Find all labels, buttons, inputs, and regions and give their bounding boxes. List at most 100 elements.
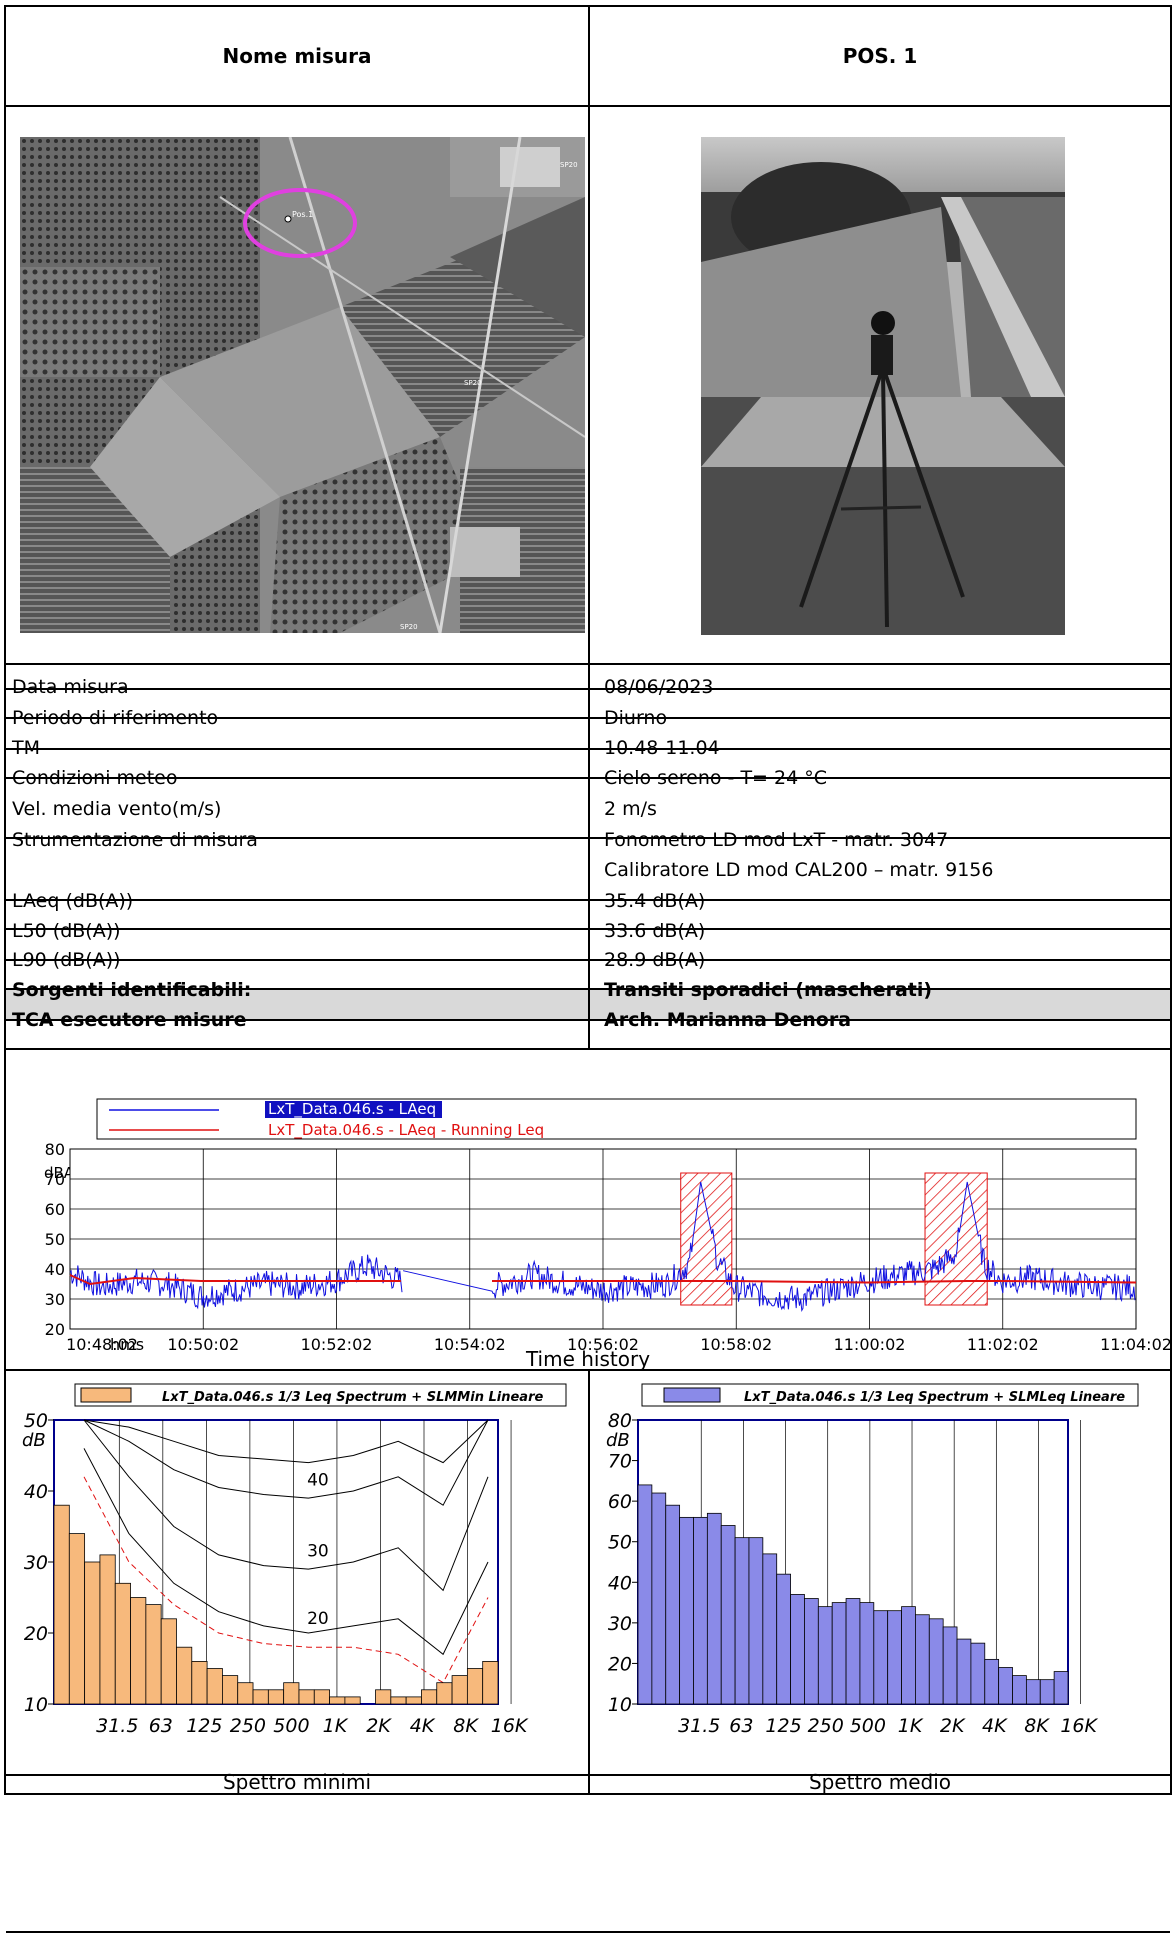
rule bbox=[6, 1048, 1170, 1050]
x-tick-label: 500 bbox=[850, 1715, 886, 1737]
y-tick-label: 50 bbox=[45, 1230, 65, 1249]
running-leq-line bbox=[492, 1280, 1137, 1284]
y-tick-label: 80 bbox=[608, 1410, 632, 1432]
equal-loudness-curve bbox=[83, 1419, 489, 1592]
x-tick-label: 63 bbox=[149, 1715, 173, 1737]
position-highlight-ring bbox=[243, 188, 357, 258]
row-label: TCA esecutore misure bbox=[12, 1009, 247, 1031]
row-label: TM bbox=[12, 737, 40, 759]
x-tick-label: 11:00:02 bbox=[834, 1335, 906, 1354]
spectrum-bar bbox=[776, 1573, 791, 1705]
spectrum-bar bbox=[191, 1660, 208, 1705]
spectrum-bar bbox=[928, 1618, 944, 1705]
equal-loudness-curve bbox=[83, 1419, 489, 1464]
spectrum-bar bbox=[237, 1682, 254, 1705]
equal-loudness-curve bbox=[83, 1419, 489, 1506]
spectrum-bar bbox=[375, 1689, 392, 1705]
x-tick-label: 10:58:02 bbox=[700, 1335, 772, 1354]
x-tick-label: 10:50:02 bbox=[167, 1335, 239, 1354]
y-axis-label: dBA bbox=[44, 1164, 75, 1182]
spectrum-bar bbox=[873, 1610, 889, 1705]
row-label: LAeq (dB(A)) bbox=[12, 890, 134, 912]
y-tick-label: 30 bbox=[45, 1290, 65, 1309]
spectrum-bar bbox=[637, 1484, 653, 1705]
y-tick-label: 50 bbox=[24, 1410, 48, 1432]
spectrum-bar bbox=[84, 1561, 101, 1705]
equal-loudness-curve bbox=[83, 1448, 489, 1656]
spectrum-bar bbox=[720, 1525, 736, 1705]
y-tick-label: 20 bbox=[24, 1623, 48, 1645]
laeq-series-line bbox=[69, 1254, 403, 1310]
y-tick-label: 40 bbox=[24, 1481, 48, 1503]
spectrum-bar bbox=[970, 1642, 986, 1705]
spectrum-bar bbox=[693, 1516, 708, 1705]
spectrum-bar bbox=[160, 1618, 177, 1705]
x-tick-label: 31.5 bbox=[96, 1715, 138, 1737]
legend-entry: LxT_Data.046.s - LAeq - Running Leq bbox=[268, 1121, 544, 1140]
row-value: 35.4 dB(A) bbox=[604, 890, 706, 912]
spectrum-bar bbox=[482, 1660, 499, 1705]
x-tick-label: 10:52:02 bbox=[301, 1335, 373, 1354]
rule bbox=[6, 1369, 1170, 1371]
curve-label: 20 bbox=[307, 1609, 329, 1629]
x-tick-label: 1K bbox=[323, 1715, 349, 1737]
y-tick-label: 10 bbox=[608, 1694, 632, 1716]
spectrum-bar bbox=[313, 1689, 330, 1705]
masked-event-box bbox=[924, 1172, 988, 1306]
y-axis-label: dB bbox=[22, 1430, 46, 1451]
spectrum-mean-caption: Spettro medio bbox=[808, 1770, 952, 1794]
y-tick-label: 30 bbox=[24, 1552, 48, 1574]
spectrum-bar bbox=[651, 1492, 667, 1705]
x-tick-label: 2K bbox=[366, 1715, 392, 1737]
curve-label: 40 bbox=[307, 1470, 329, 1490]
y-tick-label: 50 bbox=[608, 1532, 632, 1554]
spectrum-bar bbox=[283, 1682, 300, 1705]
row-value: 08/06/2023 bbox=[604, 676, 714, 698]
spectrum-bar bbox=[252, 1689, 269, 1705]
spectrum-bar bbox=[831, 1602, 847, 1705]
row-label: Sorgenti identificabili: bbox=[12, 979, 252, 1001]
header-right: POS. 1 bbox=[842, 44, 918, 68]
x-tick-label: 125 bbox=[765, 1715, 801, 1737]
spectrum-bar bbox=[956, 1638, 972, 1705]
spectrum-bar bbox=[1039, 1679, 1055, 1705]
x-tick-label: 250 bbox=[230, 1715, 266, 1737]
spectrum-bar bbox=[817, 1606, 833, 1705]
x-tick-label: 8K bbox=[1024, 1715, 1050, 1737]
spectrum-bar bbox=[53, 1504, 70, 1705]
y-tick-label: 70 bbox=[608, 1451, 632, 1473]
spectrum-legend: LxT_Data.046.s 1/3 Leq Spectrum + SLMLeq… bbox=[744, 1390, 1125, 1405]
spectrum-bar bbox=[734, 1537, 750, 1705]
x-tick-label: 2K bbox=[940, 1715, 966, 1737]
y-tick-label: 30 bbox=[608, 1613, 632, 1635]
row-value-secondary: Calibratore LD mod CAL200 – matr. 9156 bbox=[604, 859, 994, 881]
x-tick-label: 8K bbox=[453, 1715, 479, 1737]
spectrum-bar bbox=[859, 1602, 875, 1705]
spectrum-bar bbox=[344, 1696, 361, 1705]
spectrum-bar bbox=[998, 1667, 1013, 1705]
spectrum-bar bbox=[1012, 1675, 1027, 1705]
y-tick-label: 40 bbox=[45, 1260, 65, 1279]
spectrum-legend: LxT_Data.046.s 1/3 Leq Spectrum + SLMMin… bbox=[162, 1390, 543, 1405]
legend-entry: LxT_Data.046.s - LAeq bbox=[268, 1100, 436, 1119]
spectrum-mean-chart: LxT_Data.046.s 1/3 Leq Spectrum + SLMLeq… bbox=[606, 1383, 1139, 1737]
x-tick-label: 10:48:02 bbox=[66, 1335, 138, 1354]
x-tick-label: 125 bbox=[186, 1715, 222, 1737]
time-history-caption: Time history bbox=[525, 1347, 651, 1371]
spectrum-bar bbox=[267, 1689, 285, 1705]
y-tick-label: 60 bbox=[45, 1200, 65, 1219]
spectrum-bar bbox=[901, 1606, 916, 1705]
x-tick-label: 11:04:02 bbox=[1100, 1335, 1170, 1354]
spectrum-bar bbox=[176, 1646, 193, 1705]
position-marker bbox=[284, 215, 292, 223]
spectrum-bar bbox=[665, 1504, 681, 1705]
spectrum-bar bbox=[762, 1553, 778, 1705]
x-tick-label: 10:56:02 bbox=[567, 1335, 639, 1354]
y-tick-label: 20 bbox=[608, 1653, 632, 1675]
spectrum-bar bbox=[887, 1610, 902, 1705]
spectrum-bar bbox=[68, 1533, 86, 1705]
spectrum-min-chart: LxT_Data.046.s 1/3 Leq Spectrum + SLMMin… bbox=[22, 1383, 567, 1737]
y-tick-label: 10 bbox=[24, 1694, 48, 1716]
spectrum-bar bbox=[915, 1614, 930, 1705]
masked-event-box bbox=[680, 1172, 733, 1306]
